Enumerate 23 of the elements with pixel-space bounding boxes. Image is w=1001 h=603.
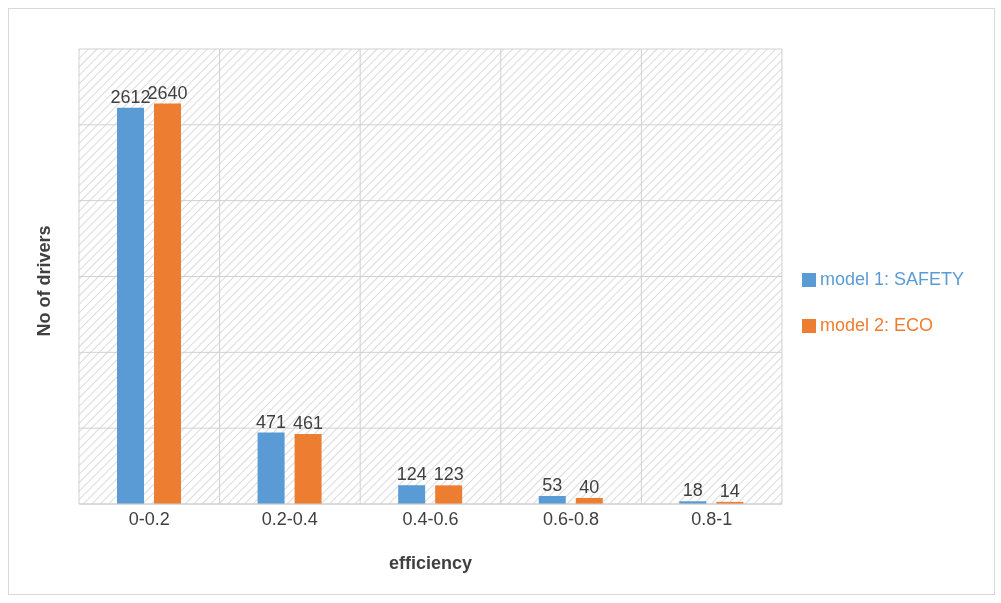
bar [398, 485, 426, 504]
bar [154, 103, 181, 504]
data-label: 461 [293, 413, 324, 434]
bar [117, 107, 144, 504]
bar [294, 434, 322, 504]
y-axis-title: No of drivers [34, 225, 55, 337]
data-label: 40 [579, 476, 600, 497]
data-label: 53 [542, 474, 563, 495]
data-label: 123 [433, 464, 464, 485]
x-tick-label: 0.2-0.4 [261, 508, 318, 529]
data-label: 14 [719, 480, 740, 501]
data-label: 471 [256, 411, 287, 432]
x-axis-title: efficiency [388, 553, 472, 573]
legend-label: model 1: SAFETY [819, 268, 964, 289]
x-tick-label: 0.6-0.8 [543, 508, 600, 529]
x-tick-label: 0.8-1 [691, 508, 733, 529]
legend-label: model 2: ECO [819, 314, 933, 335]
bar [435, 485, 463, 504]
bar [257, 432, 285, 504]
data-label: 18 [682, 480, 703, 501]
x-tick-label: 0.4-0.6 [402, 508, 459, 529]
x-tick-label: 0-0.2 [128, 508, 170, 529]
data-label: 124 [396, 464, 427, 485]
